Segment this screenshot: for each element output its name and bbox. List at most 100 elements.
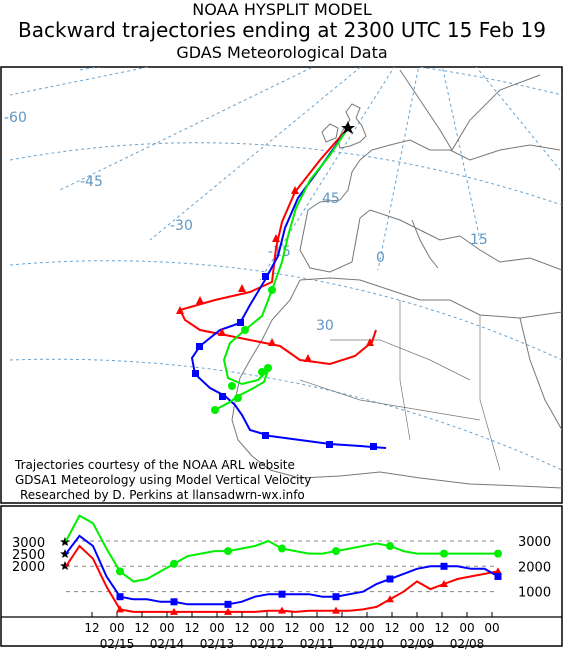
height-marker-blue [332, 593, 340, 601]
time-tick-label: 00 [209, 621, 224, 635]
coast-iberia [299, 199, 371, 273]
meridian-label-m60: -60 [4, 110, 27, 126]
marker-green [258, 368, 266, 376]
meridian-m45 [59, 67, 314, 191]
date-label: 02/10 [350, 637, 385, 650]
height-marker-green [440, 549, 448, 558]
time-tick-label: 12 [184, 621, 199, 635]
time-tick-label: 00 [484, 621, 499, 635]
trajectory-markers [176, 186, 377, 450]
start-height-star [60, 561, 70, 570]
parallel-label-45: 45 [322, 191, 340, 207]
start-height-star [60, 549, 70, 558]
start-height-label: 3000 [12, 536, 45, 551]
time-tick-label: 00 [109, 621, 124, 635]
coast-red-sea [519, 317, 562, 431]
start-height-label: 2500 [12, 548, 45, 563]
marker-red [291, 186, 299, 194]
marker-blue [262, 273, 269, 280]
time-tick-label: 12 [334, 621, 349, 635]
height-marker-red [332, 606, 340, 614]
date-label: 02/11 [300, 637, 335, 650]
marker-green [264, 364, 272, 372]
title-meteorology: GDAS Meteorological Data [176, 43, 388, 62]
credit-line-1: Trajectories courtesy of the NOAA ARL we… [14, 458, 295, 472]
date-label: 02/13 [200, 637, 235, 650]
time-tick-label: 00 [259, 621, 274, 635]
height-marker-green [332, 547, 340, 556]
meridian-m30 [149, 67, 362, 241]
marker-blue [219, 393, 226, 400]
trajectories [178, 127, 387, 449]
coastlines [231, 69, 562, 489]
parallel-label-30: 30 [316, 318, 334, 334]
coast-france [339, 149, 373, 201]
height-marker-red [116, 605, 124, 613]
marker-red [366, 338, 374, 346]
height-marker-green [494, 549, 502, 558]
trajectory-blue [190, 127, 387, 449]
border-2 [299, 379, 481, 421]
date-label: 02/09 [400, 637, 435, 650]
marker-red [196, 296, 204, 304]
border-3 [399, 300, 411, 441]
height-marker-blue [170, 598, 178, 606]
marker-green [234, 394, 242, 402]
marker-red [176, 306, 184, 314]
height-plot-frame [0, 505, 563, 647]
right-tick-label: 1000 [518, 586, 551, 601]
marker-blue [237, 319, 244, 326]
height-marker-red [278, 606, 286, 614]
marker-blue [262, 432, 269, 439]
date-label: 02/12 [250, 637, 285, 650]
marker-red [238, 284, 246, 292]
height-marker-blue [494, 572, 502, 580]
marker-green [268, 286, 276, 294]
marker-red [268, 338, 276, 346]
height-marker-green [386, 542, 394, 551]
marker-red [218, 328, 226, 336]
marker-green [241, 326, 249, 334]
graticule [9, 67, 562, 471]
marker-blue [326, 441, 333, 448]
date-label: 02/08 [450, 637, 485, 650]
right-tick-label: 3000 [518, 535, 551, 550]
height-marker-blue [278, 590, 286, 598]
time-tick-label: 00 [309, 621, 324, 635]
coast-north-africa [299, 277, 562, 319]
border-4 [479, 315, 501, 471]
start-height-label: 2000 [12, 560, 45, 575]
meridian-0 [377, 67, 420, 271]
meridian-label-m45: -45 [80, 174, 103, 190]
time-tick-label: 12 [84, 621, 99, 635]
marker-red [304, 354, 312, 362]
height-marker-blue [386, 575, 394, 583]
coast-west-africa [231, 279, 562, 489]
meridian-label-15: 15 [470, 232, 488, 248]
time-tick-label: 12 [234, 621, 249, 635]
height-marker-green [170, 559, 178, 568]
height-marker-red [494, 567, 502, 575]
credit-line-3: Researched by D. Perkins at llansadwrn-w… [20, 488, 305, 502]
coast-mediterranean [369, 209, 562, 271]
credit-line-2: GDSA1 Meteorology using Model Vertical V… [15, 473, 311, 487]
height-marker-red [440, 580, 448, 588]
meridian-label-m30: -30 [170, 218, 193, 234]
time-tick-label: 00 [159, 621, 174, 635]
map-frame [0, 66, 563, 504]
time-tick-label: 00 [459, 621, 474, 635]
meridian-30 [475, 67, 561, 171]
time-tick-label: 12 [134, 621, 149, 635]
date-label: 02/14 [150, 637, 185, 650]
height-marker-blue [440, 562, 448, 570]
marker-green [211, 406, 219, 414]
source-location-star [341, 121, 355, 134]
parallel-15 [9, 358, 562, 471]
coast-italy [411, 219, 439, 269]
marker-blue [370, 443, 377, 450]
coast-ireland [321, 123, 339, 143]
trajectory-red [178, 127, 377, 366]
